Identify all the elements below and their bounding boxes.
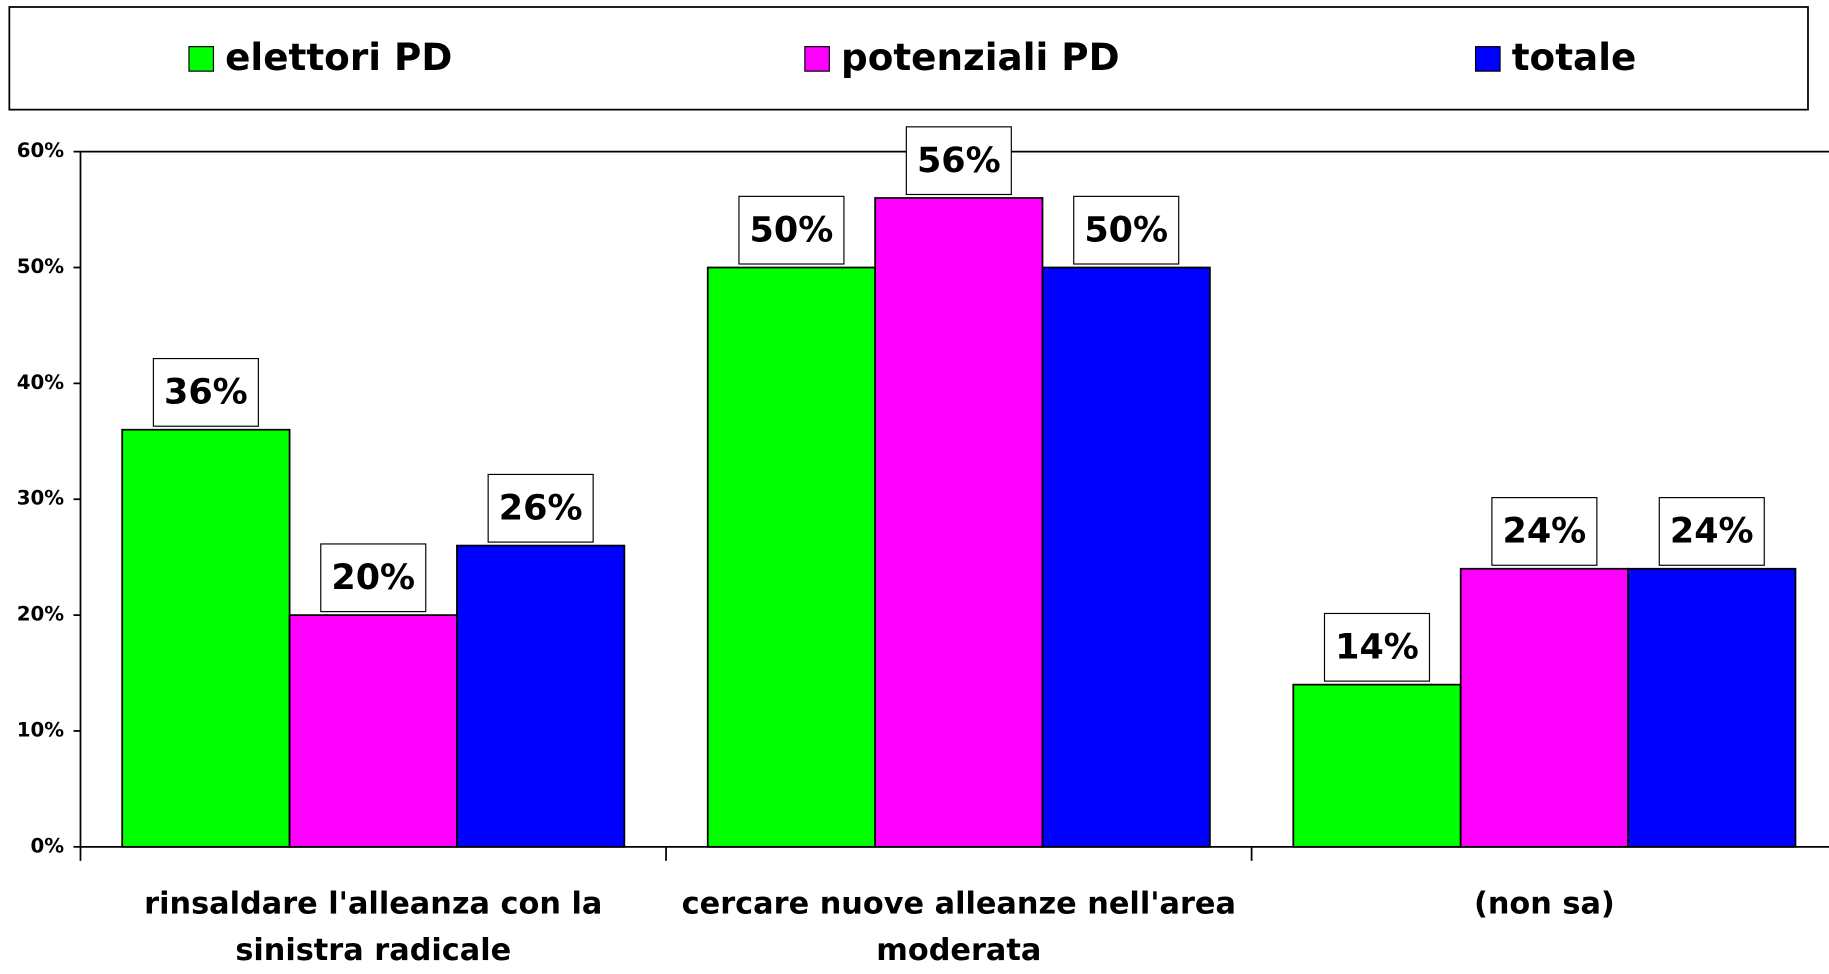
value-label-box <box>1073 195 1180 265</box>
value-label-box <box>905 126 1012 196</box>
legend-swatch <box>188 46 215 72</box>
value-label-box <box>320 543 427 613</box>
y-tick-label: 20% <box>17 603 65 626</box>
x-tick-label: cercare nuove alleanze nell'area moderat… <box>681 886 1236 969</box>
y-tick-label: 50% <box>17 255 65 278</box>
value-label: 24% <box>1503 512 1587 552</box>
value-label-box <box>487 473 594 543</box>
bar <box>288 614 458 848</box>
value-label: 36% <box>164 373 248 413</box>
bar <box>1292 683 1462 848</box>
x-tick-label: (non sa) <box>1473 886 1615 922</box>
value-label: 50% <box>1084 210 1168 250</box>
value-label-box <box>1491 497 1598 566</box>
x-tick-label: rinsaldare l'alleanza con la sinistra ra… <box>144 886 603 969</box>
value-label: 56% <box>917 141 1001 181</box>
bar <box>456 544 626 848</box>
legend-swatch <box>1474 46 1501 72</box>
y-tick-label: 0% <box>31 834 65 857</box>
value-label: 50% <box>750 210 834 250</box>
bar <box>1459 567 1629 848</box>
value-label: 20% <box>331 558 415 598</box>
y-tick-label: 10% <box>17 718 65 741</box>
bar <box>1627 567 1797 848</box>
bar <box>874 197 1044 848</box>
value-label-box <box>738 195 845 265</box>
legend-label: totale <box>1512 35 1637 79</box>
bar <box>706 266 877 848</box>
bar <box>1041 266 1211 848</box>
legend-label: potenziali PD <box>841 35 1120 79</box>
value-label-box <box>1323 612 1431 682</box>
value-label: 26% <box>499 488 583 528</box>
y-tick-label: 30% <box>17 487 65 510</box>
y-tick-label: 60% <box>17 139 65 162</box>
legend-label: elettori PD <box>225 35 452 79</box>
value-label: 24% <box>1670 512 1754 552</box>
legend-swatch <box>804 46 830 72</box>
value-label-box <box>152 357 259 427</box>
value-label: 14% <box>1335 627 1419 667</box>
legend-box <box>8 6 1809 111</box>
y-tick-label: 40% <box>17 371 65 394</box>
value-label-box <box>1658 497 1765 566</box>
bar <box>121 428 291 848</box>
